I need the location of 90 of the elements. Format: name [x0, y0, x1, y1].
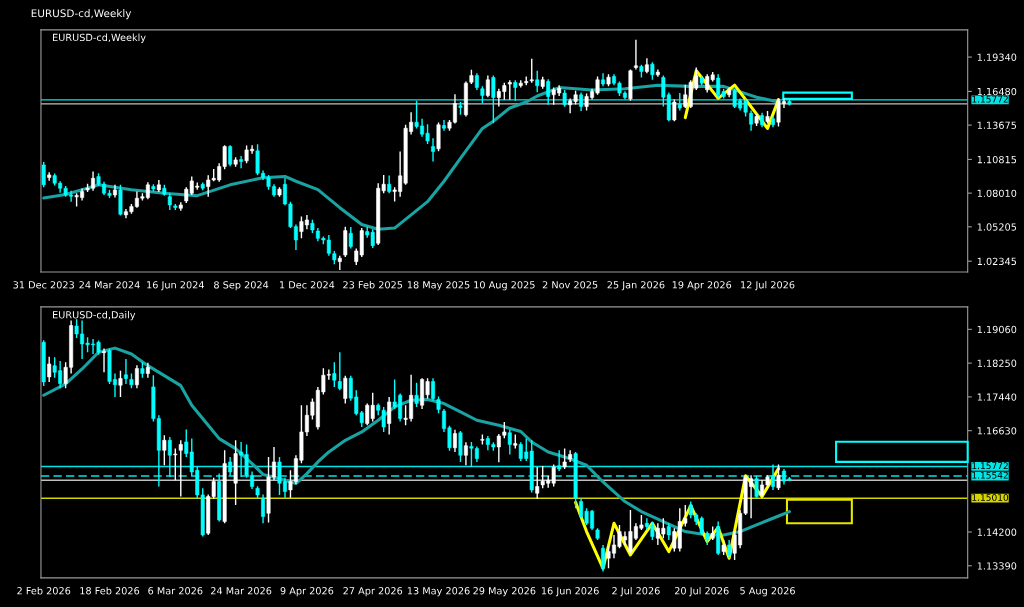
candlestick	[579, 91, 584, 112]
x-tick-label: 6 Mar 2026	[148, 587, 203, 595]
candlestick	[452, 429, 457, 453]
x-tick-label: 24 Mar 2024	[79, 281, 140, 289]
y-tick-label: 1.19060	[977, 325, 1017, 334]
candlestick	[513, 79, 518, 102]
candlestick	[47, 356, 52, 383]
y-tick-label: 1.17440	[977, 393, 1017, 401]
x-tick-label: 5 Aug 2026	[740, 587, 795, 597]
candlestick	[727, 539, 732, 559]
candlestick	[337, 255, 342, 271]
y-tick-label: 1.02345	[977, 257, 1017, 266]
candlestick	[41, 161, 46, 188]
x-tick-label: 24 Mar 2026	[211, 587, 272, 595]
ref-line-label: 1.15772	[972, 462, 1008, 470]
y-tick-label: 1.05205	[977, 223, 1017, 231]
ref-line-label: 1.15542	[972, 471, 1008, 479]
candlestick	[123, 358, 128, 385]
candlestick	[343, 374, 348, 405]
candlestick	[167, 436, 172, 478]
candlestick	[557, 449, 562, 472]
candlestick	[387, 396, 392, 436]
x-tick-label: 2 Nov 2025	[542, 281, 598, 289]
y-tick-label: 1.10815	[977, 155, 1017, 164]
candlestick	[228, 456, 233, 477]
candlestick	[173, 447, 178, 481]
text: EURUSD-cd,Weekly	[31, 9, 132, 20]
candlestick	[431, 377, 436, 402]
candlestick	[348, 226, 353, 250]
chart-title: EURUSD-cd,Daily	[53, 310, 136, 321]
candlestick	[771, 463, 775, 491]
x-tick-label: 12 Jul 2026	[741, 280, 795, 291]
candlestick	[162, 434, 167, 466]
chart-title: EURUSD-cd,Weekly	[53, 33, 146, 43]
y-tick-label: 1.18250	[977, 359, 1017, 367]
candlestick	[546, 78, 551, 106]
candlestick	[102, 347, 106, 373]
candlestick	[458, 430, 463, 463]
candlestick	[463, 441, 468, 466]
x-tick-label: 23 Feb 2025	[343, 280, 403, 289]
x-tick-label: 2 Jul 2026	[612, 586, 660, 597]
x-tick-label: 18 May 2025	[407, 281, 470, 291]
candlestick	[178, 439, 183, 498]
candlestick	[535, 466, 540, 500]
x-tick-label: 29 May 2026	[473, 587, 536, 597]
candlestick	[507, 429, 512, 456]
y-tick-label: 1.13390	[977, 562, 1017, 570]
candlestick	[414, 382, 419, 408]
x-tick-label: 9 Apr 2026	[280, 587, 334, 597]
candlestick	[529, 58, 534, 84]
candlestick	[535, 70, 540, 93]
x-tick-label: 8 Sep 2024	[214, 281, 269, 291]
x-tick-label: 19 Apr 2026	[672, 281, 732, 291]
x-tick-label: 16 Jun 2026	[541, 587, 599, 597]
y-tick-label: 1.19340	[977, 53, 1017, 61]
candlestick	[337, 351, 342, 391]
candlestick	[507, 79, 512, 101]
y-tick-label: 1.14200	[977, 528, 1017, 536]
candlestick	[491, 74, 496, 124]
x-tick-label: 10 Aug 2025	[474, 281, 535, 291]
candlestick	[332, 361, 337, 388]
ref-line-label: 1.15010	[972, 494, 1009, 501]
x-tick-label: 27 Apr 2026	[343, 587, 403, 597]
candlestick	[601, 544, 605, 573]
x-tick-label: 16 Jun 2024	[147, 281, 204, 291]
candlestick	[562, 447, 567, 470]
candlestick	[228, 144, 233, 167]
candlestick	[431, 137, 436, 163]
candlestick	[239, 155, 244, 169]
candlestick	[261, 493, 266, 524]
x-tick-label: 2 Feb 2026	[17, 586, 71, 595]
candlestick	[776, 463, 781, 491]
candlestick	[134, 364, 139, 389]
y-tick-label: 1.08010	[977, 189, 1017, 197]
x-tick-label: 25 Jan 2026	[607, 281, 665, 291]
y-tick-label: 1.16630	[977, 427, 1017, 435]
candlestick	[633, 39, 638, 71]
y-tick-label: 1.13675	[977, 121, 1017, 129]
candlestick	[485, 74, 490, 98]
candlestick	[754, 475, 759, 499]
candlestick	[442, 119, 446, 132]
x-tick-label: 13 May 2026	[407, 587, 470, 597]
x-tick-label: 31 Dec 2023	[13, 281, 74, 289]
x-tick-label: 18 Feb 2026	[80, 586, 140, 595]
candlestick	[749, 109, 754, 132]
candlestick	[118, 369, 123, 398]
x-tick-label: 1 Dec 2024	[280, 281, 335, 289]
y-tick-label: 1.16480	[977, 87, 1017, 96]
x-tick-label: 20 Jul 2026	[674, 586, 729, 597]
ref-line-label: 1.15772	[972, 95, 1008, 103]
